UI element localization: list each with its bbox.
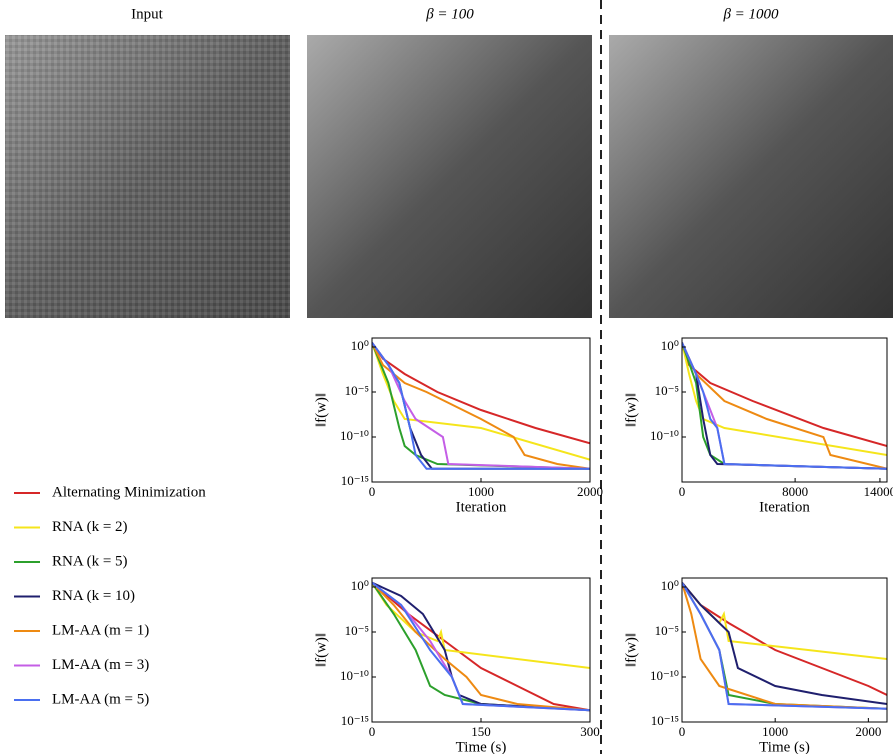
series-line: [682, 582, 887, 710]
series-line: [682, 342, 887, 470]
input-image-shade: [5, 35, 290, 318]
series-line: [372, 342, 590, 470]
y-tick-label: 10⁻¹⁵: [651, 713, 679, 728]
x-tick-label: 1000: [762, 724, 788, 739]
x-tick-label: 150: [471, 724, 491, 739]
series-line: [372, 342, 590, 470]
y-tick-label: 10⁻¹⁰: [340, 668, 369, 683]
series-line: [372, 581, 590, 712]
result-image: [307, 35, 592, 318]
y-tick-label: 10⁻¹⁰: [650, 428, 679, 443]
y-tick-label: 10⁻⁵: [655, 383, 679, 398]
series-line: [682, 582, 887, 660]
x-tick-label: 0: [679, 484, 686, 499]
series-line: [372, 582, 590, 712]
legend-label: RNA (k = 5): [52, 553, 128, 569]
series-line: [682, 582, 887, 710]
y-tick-label: 10⁻¹⁵: [341, 473, 369, 488]
x-tick-label: 14000: [864, 484, 893, 499]
x-axis-label: Iteration: [456, 499, 507, 515]
plot-frame: [681, 577, 888, 723]
column-title: β = 1000: [722, 6, 779, 22]
legend-label: RNA (k = 2): [52, 519, 128, 535]
x-tick-label: 0: [679, 724, 686, 739]
legend-label: RNA (k = 10): [52, 588, 135, 604]
legend-label: LM-AA (m = 3): [52, 657, 149, 673]
y-tick-label: 10⁻⁵: [345, 383, 369, 398]
series-line: [682, 342, 887, 447]
y-tick-label: 10⁻⁵: [345, 623, 369, 638]
y-axis-label: ‖f(w)‖: [623, 393, 639, 427]
y-axis-label: ‖f(w)‖: [313, 633, 329, 667]
x-tick-label: 0: [369, 484, 376, 499]
x-tick-label: 1000: [468, 484, 494, 499]
x-axis-label: Time (s): [456, 739, 507, 754]
y-tick-label: 10⁻¹⁰: [650, 668, 679, 683]
legend-label: Alternating Minimization: [52, 484, 206, 500]
result-image: [609, 35, 893, 318]
y-axis-label: ‖f(w)‖: [313, 393, 329, 427]
series-line: [372, 582, 590, 669]
x-tick-label: 8000: [782, 484, 808, 499]
y-tick-label: 10⁻⁵: [655, 623, 679, 638]
column-title: Input: [131, 6, 163, 22]
y-tick-label: 10⁰: [351, 578, 369, 593]
series-line: [372, 581, 590, 712]
x-tick-label: 0: [369, 724, 376, 739]
y-tick-label: 10⁻¹⁵: [341, 713, 369, 728]
y-tick-label: 10⁰: [661, 578, 679, 593]
y-tick-label: 10⁻¹⁰: [340, 428, 369, 443]
y-axis-label: ‖f(w)‖: [623, 633, 639, 667]
series-line: [372, 581, 590, 712]
legend-label: LM-AA (m = 5): [52, 691, 149, 707]
x-tick-label: 2000: [855, 724, 881, 739]
series-line: [372, 342, 590, 461]
y-tick-label: 10⁰: [661, 338, 679, 353]
plot-frame: [681, 337, 888, 483]
y-tick-label: 10⁰: [351, 338, 369, 353]
legend-label: LM-AA (m = 1): [52, 622, 149, 638]
series-line: [682, 582, 887, 705]
x-tick-label: 2000: [577, 484, 603, 499]
series-line: [372, 581, 590, 712]
x-tick-label: 300: [580, 724, 600, 739]
x-axis-label: Time (s): [759, 739, 810, 754]
series-line: [682, 582, 887, 710]
column-title: β = 100: [425, 6, 474, 22]
series-line: [682, 582, 887, 710]
x-axis-label: Iteration: [759, 499, 810, 515]
series-line: [372, 582, 590, 712]
